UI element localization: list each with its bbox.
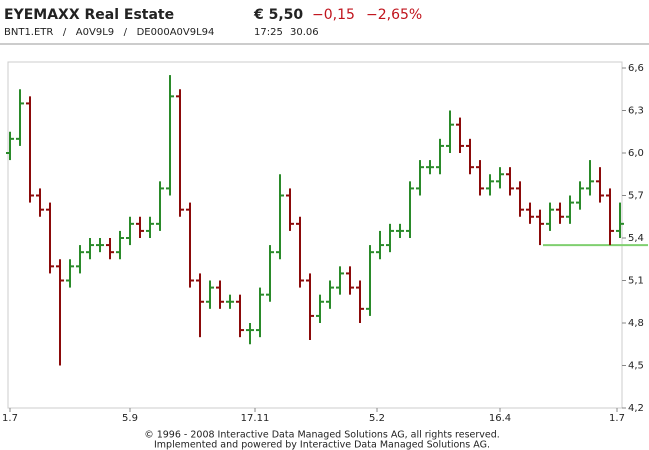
x-tick-label: 1.7 bbox=[2, 413, 18, 424]
y-tick-label: 5,7 bbox=[628, 191, 644, 202]
y-tick-label: 4,5 bbox=[628, 361, 644, 372]
y-tick-label: 5,1 bbox=[628, 276, 644, 287]
x-tick-label: 1.7 bbox=[609, 413, 625, 424]
title: EYEMAXX Real Estate bbox=[4, 7, 174, 23]
change: −0,15 bbox=[312, 7, 355, 23]
plot-frame bbox=[7, 61, 623, 409]
ids: BNT1.ETR / A0V9L9 / DE000A0V9L94 bbox=[4, 27, 214, 38]
date: 30.06 bbox=[290, 27, 319, 38]
y-tick-label: 6,3 bbox=[628, 106, 644, 117]
time: 17:25 bbox=[254, 27, 283, 38]
x-tick-label: 5.9 bbox=[122, 413, 138, 424]
y-tick-label: 6,6 bbox=[628, 63, 644, 74]
footer: © 1996 - 2008 Interactive Data Managed S… bbox=[144, 430, 500, 441]
x-tick-label: 5.2 bbox=[369, 413, 385, 424]
footer: Implemented and powered by Interactive D… bbox=[154, 440, 490, 450]
y-tick-label: 4,2 bbox=[628, 403, 644, 414]
header-bg bbox=[0, 0, 649, 44]
x-tick-label: 16.4 bbox=[489, 413, 511, 424]
x-tick-label: 17.11 bbox=[241, 413, 270, 424]
price: € 5,50 bbox=[253, 7, 303, 23]
change-pct: −2,65% bbox=[366, 7, 422, 23]
y-tick-label: 5,4 bbox=[628, 233, 644, 244]
y-tick-label: 4,8 bbox=[628, 318, 644, 329]
y-tick-label: 6,0 bbox=[628, 148, 644, 159]
